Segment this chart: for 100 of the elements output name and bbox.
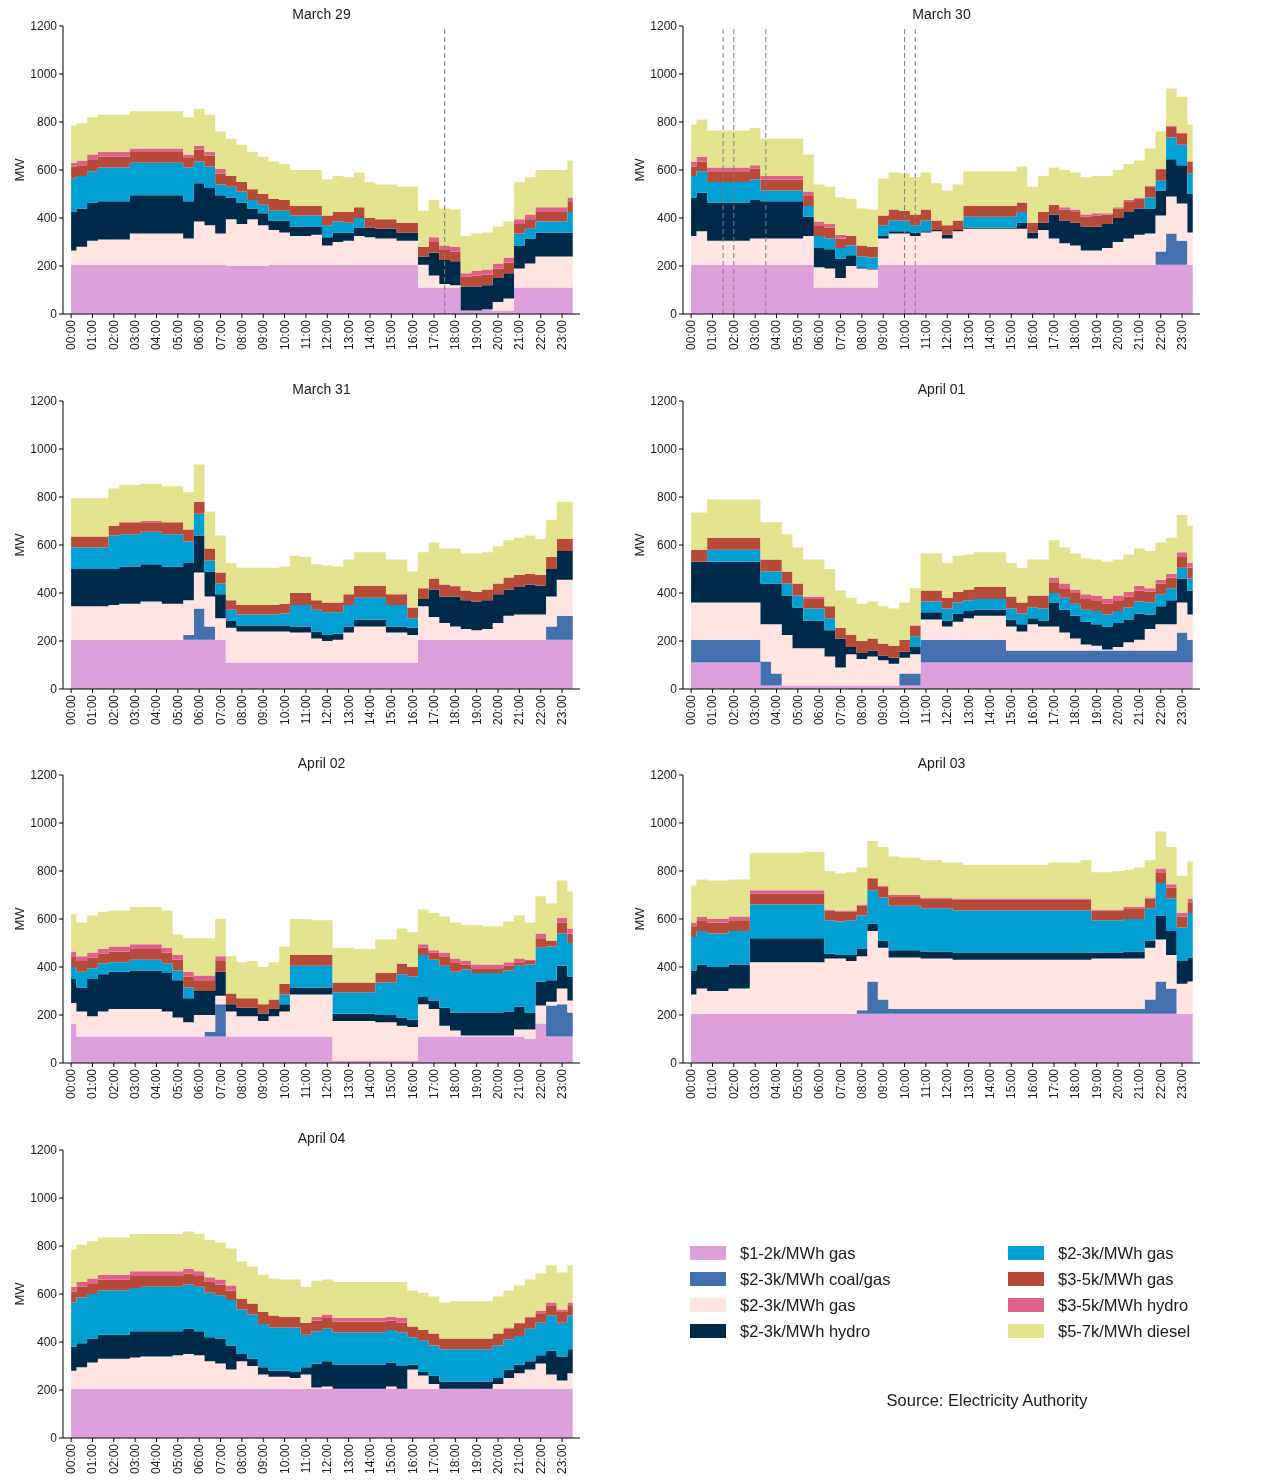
y-tick-label: 400 bbox=[36, 585, 58, 600]
x-tick-label: 10:00 bbox=[277, 1443, 292, 1474]
x-tick-label: 06:00 bbox=[812, 319, 827, 351]
x-tick-label: 10:00 bbox=[277, 1068, 292, 1100]
y-tick-label: 0 bbox=[50, 681, 58, 696]
chart-title: April 01 bbox=[916, 379, 967, 398]
y-tick-label: 400 bbox=[36, 211, 58, 226]
x-tick-label: 16:00 bbox=[1025, 694, 1040, 725]
y-tick-label: 200 bbox=[656, 633, 678, 648]
x-tick-label: 16:00 bbox=[1025, 1068, 1040, 1100]
x-tick-label: 09:00 bbox=[256, 1068, 271, 1100]
y-tick-label: 0 bbox=[50, 307, 58, 322]
x-tick-label: 13:00 bbox=[341, 1068, 356, 1100]
x-tick-label: 20:00 bbox=[1111, 1068, 1126, 1100]
y-tick-label: 1200 bbox=[650, 19, 678, 34]
x-tick-label: 23:00 bbox=[1175, 1068, 1190, 1100]
x-tick-label: 04:00 bbox=[769, 694, 784, 725]
y-tick-label: 1000 bbox=[650, 67, 678, 82]
x-tick-label: 05:00 bbox=[170, 319, 185, 351]
x-tick-label: 23:00 bbox=[555, 694, 570, 725]
x-tick-label: 08:00 bbox=[234, 319, 249, 351]
y-axis-title: MW bbox=[631, 906, 647, 931]
x-tick-label: 16:00 bbox=[405, 319, 420, 351]
x-tick-label: 07:00 bbox=[833, 1068, 848, 1100]
x-tick-label: 20:00 bbox=[1111, 694, 1126, 725]
y-axis-title: MW bbox=[631, 157, 647, 182]
x-tick-label: 13:00 bbox=[341, 694, 356, 725]
x-tick-label: 02:00 bbox=[106, 319, 121, 351]
x-tick-label: 16:00 bbox=[405, 1443, 420, 1474]
x-tick-label: 01:00 bbox=[85, 694, 100, 725]
x-tick-label: 07:00 bbox=[213, 694, 228, 725]
x-tick-label: 20:00 bbox=[491, 319, 506, 351]
x-tick-label: 03:00 bbox=[128, 1443, 143, 1474]
y-tick-label: 800 bbox=[656, 115, 678, 130]
x-tick-label: 08:00 bbox=[854, 694, 869, 725]
x-tick-label: 02:00 bbox=[726, 694, 741, 725]
x-tick-label: 22:00 bbox=[533, 1068, 548, 1100]
chart-title: March 31 bbox=[291, 379, 352, 398]
y-tick-label: 800 bbox=[656, 864, 678, 879]
x-tick-label: 01:00 bbox=[705, 319, 720, 351]
x-tick-label: 17:00 bbox=[1046, 319, 1061, 351]
x-tick-label: 23:00 bbox=[1175, 319, 1190, 351]
x-tick-label: 00:00 bbox=[64, 1443, 79, 1474]
x-tick-label: 00:00 bbox=[64, 1068, 79, 1100]
x-tick-label: 10:00 bbox=[277, 319, 292, 351]
x-tick-label: 15:00 bbox=[384, 1443, 399, 1474]
x-tick-label: 11:00 bbox=[918, 694, 933, 724]
x-tick-label: 03:00 bbox=[128, 319, 143, 351]
x-tick-label: 08:00 bbox=[854, 319, 869, 351]
x-tick-label: 19:00 bbox=[469, 694, 484, 725]
y-tick-label: 800 bbox=[656, 489, 678, 504]
x-tick-label: 10:00 bbox=[897, 319, 912, 351]
x-tick-label: 18:00 bbox=[1068, 319, 1083, 351]
x-tick-label: 15:00 bbox=[1004, 1068, 1019, 1100]
x-tick-label: 19:00 bbox=[1089, 319, 1104, 351]
x-tick-label: 17:00 bbox=[426, 319, 441, 351]
y-tick-label: 0 bbox=[670, 1056, 678, 1071]
legend-label: $2-3k/MWh coal/gas bbox=[740, 1269, 891, 1289]
x-tick-label: 04:00 bbox=[149, 694, 164, 725]
y-tick-label: 800 bbox=[36, 115, 58, 130]
x-tick-label: 22:00 bbox=[533, 694, 548, 725]
y-tick-label: 800 bbox=[36, 1238, 58, 1253]
y-tick-label: 0 bbox=[50, 1430, 58, 1445]
x-tick-label: 04:00 bbox=[149, 1443, 164, 1474]
x-tick-label: 18:00 bbox=[448, 319, 463, 351]
x-tick-label: 21:00 bbox=[512, 319, 527, 351]
x-tick-label: 11:00 bbox=[298, 319, 313, 350]
x-tick-label: 15:00 bbox=[384, 319, 399, 351]
x-tick-label: 04:00 bbox=[149, 319, 164, 351]
legend-label: $2-3k/MWh gas bbox=[740, 1295, 856, 1315]
x-tick-label: 15:00 bbox=[1004, 694, 1019, 725]
x-tick-label: 07:00 bbox=[833, 694, 848, 725]
y-tick-label: 1200 bbox=[30, 393, 58, 408]
x-tick-label: 03:00 bbox=[128, 1068, 143, 1100]
y-tick-label: 1200 bbox=[650, 768, 678, 783]
y-tick-label: 0 bbox=[50, 1056, 58, 1071]
x-tick-label: 15:00 bbox=[1004, 319, 1019, 351]
x-tick-label: 11:00 bbox=[918, 319, 933, 350]
legend-label: $1-2k/MWh gas bbox=[740, 1243, 856, 1263]
x-tick-label: 02:00 bbox=[726, 319, 741, 351]
chart-title: March 30 bbox=[911, 5, 972, 23]
x-tick-label: 14:00 bbox=[362, 1443, 377, 1474]
x-tick-label: 21:00 bbox=[512, 1443, 527, 1474]
x-tick-label: 03:00 bbox=[748, 319, 763, 351]
y-axis-title: MW bbox=[11, 1281, 27, 1306]
y-tick-label: 1000 bbox=[30, 441, 58, 456]
x-tick-label: 21:00 bbox=[1132, 694, 1147, 725]
y-tick-label: 400 bbox=[36, 960, 58, 975]
y-tick-label: 400 bbox=[656, 585, 678, 600]
x-tick-label: 13:00 bbox=[341, 319, 356, 351]
x-tick-label: 19:00 bbox=[1089, 694, 1104, 725]
x-tick-label: 17:00 bbox=[1046, 1068, 1061, 1100]
x-tick-label: 10:00 bbox=[277, 694, 292, 725]
y-tick-label: 600 bbox=[36, 912, 58, 927]
y-axis-title: MW bbox=[631, 532, 647, 557]
x-tick-label: 20:00 bbox=[491, 1068, 506, 1100]
x-tick-label: 08:00 bbox=[234, 1068, 249, 1100]
x-tick-label: 03:00 bbox=[128, 694, 143, 725]
x-tick-label: 08:00 bbox=[234, 694, 249, 725]
x-tick-label: 06:00 bbox=[192, 694, 207, 725]
